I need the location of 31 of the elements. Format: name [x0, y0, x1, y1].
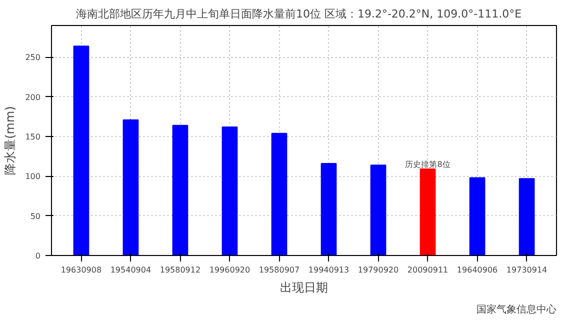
- x-tick-label: 19940913: [308, 266, 350, 274]
- text: 国家气象信息中心: [476, 304, 556, 316]
- bar: [271, 132, 288, 256]
- bar: [469, 177, 486, 256]
- bar: [518, 178, 535, 256]
- bar: [420, 168, 436, 256]
- y-axis-title: 降水量(mm): [3, 106, 18, 175]
- x-tick-label: 19630908: [60, 266, 102, 274]
- x-tick-label: 19790920: [358, 266, 399, 274]
- bar: [122, 119, 139, 256]
- y-tick-label: 0: [35, 252, 41, 260]
- x-tick-label: 20090911: [407, 266, 448, 274]
- annotation: 历史排第8位: [405, 160, 450, 170]
- chart-title: 海南北部地区历年九月中上旬单日面降水量前10位 区域：19.2°-20.2°N, 109.0°-111.0°E: [76, 8, 522, 20]
- x-axis-title: 出现日期: [280, 280, 328, 294]
- bar: [320, 163, 337, 256]
- bar: [73, 46, 90, 256]
- x-tick-label: 19960920: [209, 266, 250, 274]
- y-tick-label: 50: [30, 212, 41, 221]
- x-tick-label: 19730914: [506, 266, 548, 274]
- x-tick-label: 19580912: [160, 266, 201, 274]
- bar: [370, 164, 386, 256]
- bar: [222, 126, 238, 256]
- y-tick-label: 250: [25, 53, 41, 62]
- y-tick-label: 150: [25, 132, 41, 142]
- bar: [172, 124, 188, 256]
- x-tick-label: 19580907: [258, 266, 300, 274]
- y-tick-label: 200: [25, 92, 41, 102]
- x-tick-label: 19640906: [456, 266, 498, 274]
- y-tick-label: 100: [25, 172, 41, 182]
- x-tick-label: 19540904: [110, 266, 152, 274]
